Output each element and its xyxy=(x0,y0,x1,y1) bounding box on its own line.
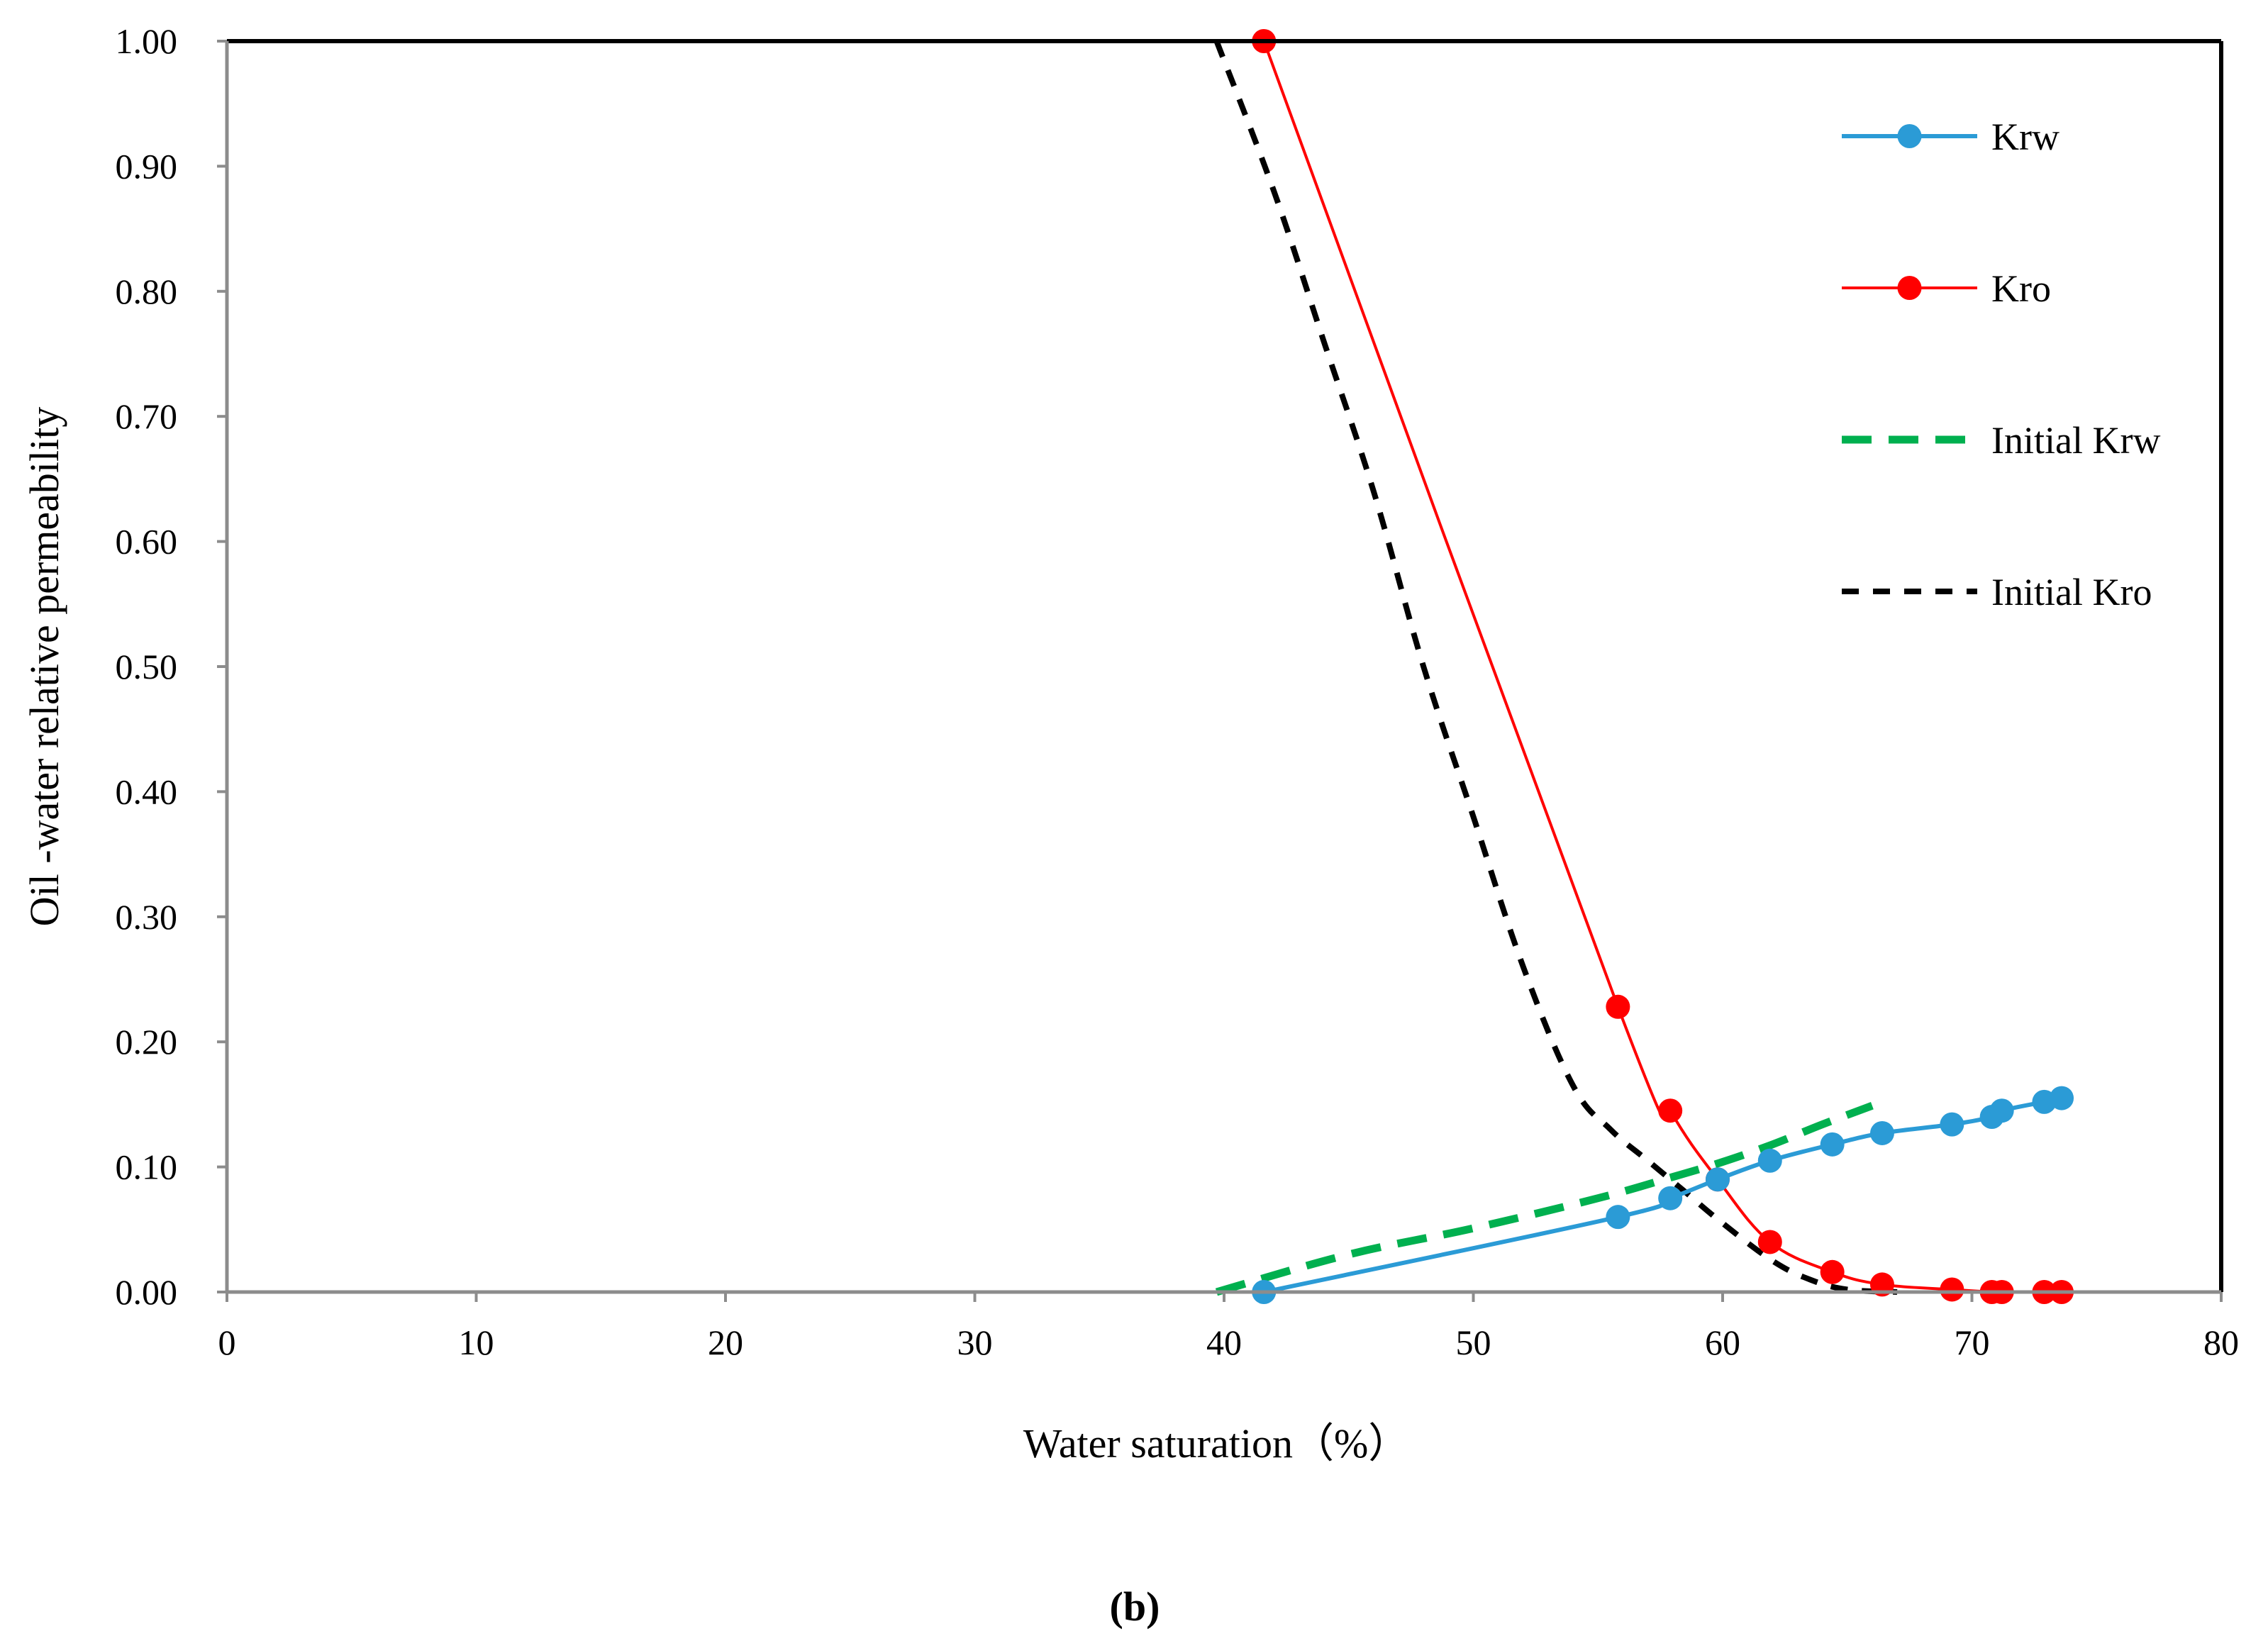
y-tick-label: 0.70 xyxy=(116,396,178,436)
x-tick-label: 80 xyxy=(2203,1323,2239,1362)
data-point-kro xyxy=(1606,994,1630,1019)
legend-label-krw: Krw xyxy=(1991,116,2059,158)
x-tick-label: 70 xyxy=(1955,1323,1990,1362)
y-tick-label: 0.90 xyxy=(116,146,178,186)
x-tick-label: 30 xyxy=(957,1323,993,1362)
y-tick-label: 0.10 xyxy=(116,1147,178,1187)
data-point-krw xyxy=(1820,1132,1845,1157)
y-tick-label: 0.20 xyxy=(116,1022,178,1062)
tick-layer: 0.00 0.10 0.20 0.30 0.40 0.50 0.60 0.70 0.80 0.90… xyxy=(116,21,2240,1362)
y-tick-label: 0.30 xyxy=(116,897,178,937)
y-tick-label: 0.40 xyxy=(116,772,178,811)
y-tick-label: 0.80 xyxy=(116,272,178,311)
legend: Krw Kro Initial Krw Initial Kro xyxy=(1842,116,2160,613)
x-tick-label: 60 xyxy=(1705,1323,1740,1362)
y-tick-label: 0.60 xyxy=(116,522,178,562)
data-point-krw xyxy=(1757,1148,1782,1173)
data-point-kro xyxy=(1658,1098,1683,1123)
legend-label-kro: Kro xyxy=(1991,267,2051,310)
legend-label-initial-kro: Initial Kro xyxy=(1991,571,2152,613)
x-tick-label: 50 xyxy=(1456,1323,1491,1362)
data-point-krw xyxy=(1989,1098,2014,1123)
y-tick-label: 0.50 xyxy=(116,647,178,686)
legend-label-initial-krw: Initial Krw xyxy=(1991,419,2160,462)
x-axis-title: Water saturation（%） xyxy=(1023,1420,1410,1466)
data-point-krw xyxy=(1606,1205,1630,1230)
data-point-krw xyxy=(1869,1120,1894,1145)
data-point-krw xyxy=(1705,1167,1730,1192)
data-point-kro xyxy=(1820,1259,1845,1284)
data-point-krw xyxy=(2050,1086,2074,1110)
y-axis-title: Oil -water relative permeability xyxy=(21,407,67,927)
data-point-kro xyxy=(1940,1277,1964,1302)
legend-marker-kro xyxy=(1897,276,1922,300)
figure-caption: (b) xyxy=(1110,1583,1160,1630)
legend-marker-krw xyxy=(1897,124,1922,148)
data-point-krw xyxy=(1658,1186,1683,1210)
y-tick-label: 1.00 xyxy=(116,21,178,61)
y-tick-label: 0.00 xyxy=(116,1272,178,1312)
series-line-initial-kro xyxy=(1213,40,1898,1295)
series-line-initial-krw xyxy=(1215,1102,1874,1296)
x-tick-label: 0 xyxy=(218,1323,236,1362)
x-tick-label: 10 xyxy=(459,1323,494,1362)
series-layer xyxy=(1213,29,2074,1304)
plot-frame-layer xyxy=(225,39,2223,1294)
data-point-kro xyxy=(1757,1230,1782,1254)
x-tick-label: 40 xyxy=(1206,1323,1242,1362)
data-point-krw xyxy=(1940,1112,1964,1137)
x-tick-label: 20 xyxy=(708,1323,743,1362)
